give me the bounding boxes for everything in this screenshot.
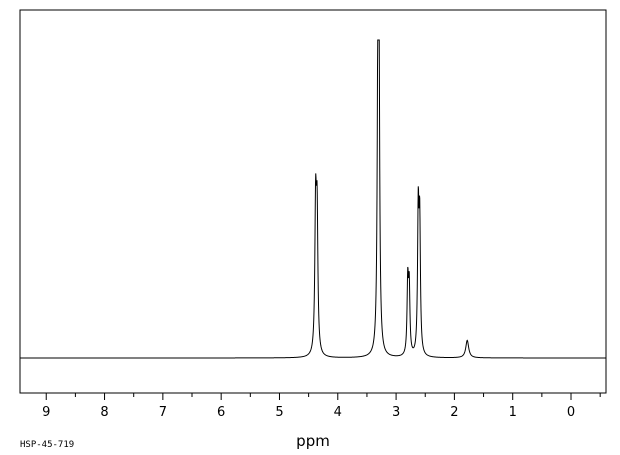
x-axis-title: ppm	[296, 432, 330, 450]
spectrum-trace	[20, 39, 606, 359]
x-tick-label: 6	[217, 405, 225, 420]
x-tick-label: 5	[275, 405, 283, 420]
x-axis-ticks	[45, 393, 601, 400]
x-tick-label: 4	[334, 405, 342, 420]
x-tick-label: 1	[509, 405, 517, 420]
sample-code-label: HSP-45-719	[20, 440, 74, 450]
x-tick-label: 8	[100, 405, 108, 420]
x-axis-tick-labels: 9 8 7 6 5 4 3 2 1 0	[42, 405, 575, 420]
x-tick-label: 3	[392, 405, 400, 420]
x-tick-label: 0	[567, 405, 575, 420]
x-tick-label: 9	[42, 405, 50, 420]
x-tick-label: 2	[450, 405, 458, 420]
x-tick-label: 7	[159, 405, 167, 420]
